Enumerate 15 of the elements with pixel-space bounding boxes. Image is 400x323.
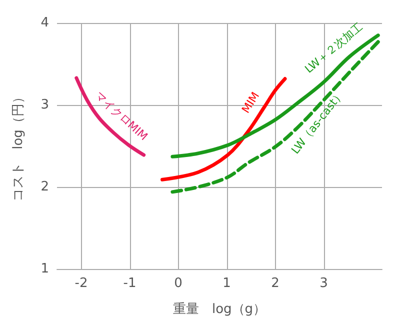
x-tick-label: 1 bbox=[222, 276, 231, 291]
x-tick-label: -1 bbox=[123, 276, 136, 291]
x-tick-label: 2 bbox=[271, 276, 280, 291]
y-tick-label: 2 bbox=[40, 180, 49, 194]
line-series bbox=[160, 77, 287, 182]
text: LW＋２次加工 bbox=[302, 20, 366, 76]
y-axis-title: コスト log（円） bbox=[11, 90, 26, 202]
x-tick-label: 3 bbox=[320, 276, 328, 291]
line-series bbox=[74, 76, 146, 157]
y-tick-label: 3 bbox=[40, 98, 49, 112]
y-tick-label: 1 bbox=[40, 262, 49, 276]
x-tick-label: 0 bbox=[174, 276, 182, 291]
x-axis-title: 重量 log（g） bbox=[172, 302, 266, 317]
y-tick-label: 4 bbox=[40, 16, 49, 30]
x-tick-label: -2 bbox=[74, 276, 88, 291]
